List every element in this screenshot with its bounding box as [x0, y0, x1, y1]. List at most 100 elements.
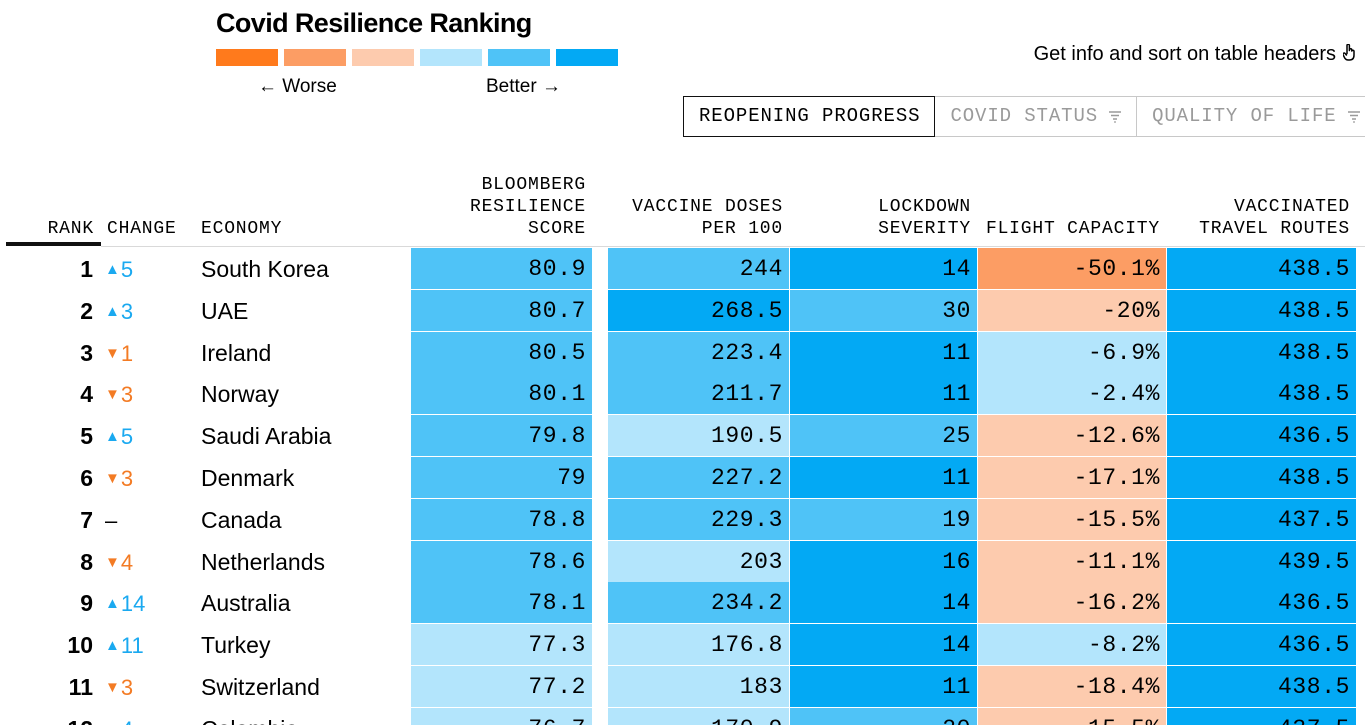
vaccine-doses-cell: 176.8 — [608, 624, 789, 666]
legend-swatch — [488, 49, 550, 66]
rank-cell: 6 — [80, 464, 93, 491]
travel-routes-cell: 438.5 — [1167, 373, 1356, 415]
rank-cell: 9 — [80, 590, 93, 617]
column-header-vaccinated-travel-routes[interactable]: VACCINATED TRAVEL ROUTES — [1199, 197, 1350, 239]
legend-worse-label: ← Worse — [258, 76, 337, 93]
page-title: Covid Resilience Ranking — [216, 8, 532, 38]
view-tabs: REOPENING PROGRESS COVID STATUS QUALITY … — [683, 96, 1365, 137]
travel-routes-cell: 437.5 — [1167, 707, 1356, 725]
rank-cell: 4 — [80, 381, 93, 408]
tab-covid-status[interactable]: COVID STATUS — [935, 96, 1138, 137]
tab-label: QUALITY OF LIFE — [1152, 105, 1337, 127]
economy-cell: Switzerland — [201, 673, 320, 700]
legend-swatch — [556, 49, 618, 66]
sort-indicator — [6, 242, 101, 246]
travel-routes-cell: 436.5 — [1167, 582, 1356, 624]
vaccine-doses-cell: 170.9 — [608, 707, 789, 725]
travel-routes-cell: 438.5 — [1167, 331, 1356, 373]
lockdown-severity-cell: 25 — [790, 415, 977, 457]
column-header-vaccine-doses[interactable]: VACCINE DOSES PER 100 — [632, 197, 783, 239]
flight-capacity-cell: -17.1% — [978, 456, 1166, 498]
lockdown-severity-cell: 16 — [790, 540, 977, 582]
tab-quality-of-life[interactable]: QUALITY OF LIFE — [1137, 96, 1365, 137]
change-cell: ▲14 — [105, 582, 145, 623]
change-cell: ▲4 — [105, 708, 133, 725]
vaccine-doses-cell: 234.2 — [608, 582, 789, 624]
resilience-score-cell: 78.6 — [411, 540, 592, 582]
table-row[interactable]: 9 ▲14 Australia 78.1 234.2 14 -16.2% 436.5 — [0, 582, 1365, 624]
resilience-score-cell: 77.3 — [411, 624, 592, 666]
column-header-change[interactable]: CHANGE — [107, 219, 177, 239]
change-cell: ▼1 — [105, 332, 133, 373]
table-row[interactable]: 5 ▲5 Saudi Arabia 79.8 190.5 25 -12.6% 436.5 — [0, 415, 1365, 457]
change-cell: ▼3 — [105, 666, 133, 707]
economy-cell: Ireland — [201, 339, 272, 366]
triangle-up-icon: ▲ — [105, 428, 120, 446]
triangle-down-icon: ▼ — [105, 386, 120, 404]
economy-cell: Saudi Arabia — [201, 423, 332, 450]
table-row[interactable]: 10 ▲11 Turkey 77.3 176.8 14 -8.2% 436.5 — [0, 624, 1365, 666]
flight-capacity-cell: -15.5% — [978, 498, 1166, 540]
resilience-score-cell: 78.8 — [411, 498, 592, 540]
travel-routes-cell: 438.5 — [1167, 665, 1356, 707]
triangle-up-icon: ▲ — [105, 721, 120, 725]
triangle-down-icon: ▼ — [105, 553, 120, 571]
travel-routes-cell: 436.5 — [1167, 624, 1356, 666]
flight-capacity-cell: -8.2% — [978, 624, 1166, 666]
column-header-lockdown-severity[interactable]: LOCKDOWN SEVERITY — [878, 197, 971, 239]
economy-cell: South Korea — [201, 256, 329, 282]
flight-capacity-cell: -6.9% — [978, 331, 1166, 373]
filter-icon — [1109, 110, 1122, 123]
tab-reopening-progress[interactable]: REOPENING PROGRESS — [683, 96, 936, 137]
change-value: 3 — [120, 465, 134, 491]
rank-cell: 2 — [80, 297, 93, 324]
flight-capacity-cell: -11.1% — [978, 540, 1166, 582]
travel-routes-cell: 437.5 — [1167, 498, 1356, 540]
resilience-score-cell: 77.2 — [411, 665, 592, 707]
filter-icon — [1347, 110, 1360, 123]
change-cell: – — [105, 499, 117, 540]
table-row[interactable]: 7– Canada 78.8 229.3 19 -15.5% 437.5 — [0, 498, 1365, 541]
sort-hint-text: Get info and sort on table headers — [1033, 43, 1336, 65]
pointer-hand-icon — [1342, 43, 1355, 66]
rank-cell: 1 — [80, 256, 93, 282]
travel-routes-cell: 438.5 — [1167, 248, 1356, 289]
table-row[interactable]: 8 ▼4 Netherlands 78.6 203 16 -11.1% 439.5 — [0, 540, 1365, 583]
table-row[interactable]: 4 ▼3 Norway 80.1 211.7 11 -2.4% 438.5 — [0, 373, 1365, 415]
lockdown-severity-cell: 11 — [790, 373, 977, 415]
resilience-score-cell: 76.7 — [411, 707, 592, 725]
lockdown-severity-cell: 14 — [790, 624, 977, 666]
resilience-score-cell: 80.9 — [411, 248, 592, 289]
change-value: 3 — [120, 298, 134, 324]
table-row[interactable]: 3 ▼1 Ireland 80.5 223.4 11 -6.9% 438.5 — [0, 331, 1365, 374]
change-cell: ▲11 — [105, 624, 144, 665]
change-value: 3 — [120, 382, 134, 408]
triangle-up-icon: ▲ — [105, 637, 120, 655]
legend-swatch — [284, 49, 346, 66]
change-cell: ▼3 — [105, 457, 133, 498]
column-header-rank[interactable]: RANK — [47, 219, 94, 239]
table-row[interactable]: 6 ▼3 Denmark 79 227.2 11 -17.1% 438.5 — [0, 456, 1365, 499]
triangle-down-icon: ▼ — [105, 469, 120, 487]
color-legend — [216, 49, 624, 66]
table-row[interactable]: 11 ▼3 Switzerland 77.2 183 11 -18.4% 438.5 — [0, 665, 1365, 708]
column-header-economy[interactable]: ECONOMY — [201, 219, 283, 239]
change-cell: ▲5 — [105, 248, 133, 289]
lockdown-severity-cell: 11 — [790, 665, 977, 707]
lockdown-severity-cell: 11 — [790, 456, 977, 498]
tab-label: REOPENING PROGRESS — [699, 105, 921, 127]
lockdown-severity-cell: 14 — [790, 582, 977, 624]
vaccine-doses-cell: 229.3 — [608, 498, 789, 540]
triangle-up-icon: ▲ — [105, 302, 120, 320]
change-cell: ▼3 — [105, 373, 133, 414]
triangle-up-icon: ▲ — [105, 261, 120, 278]
economy-cell: Norway — [201, 381, 279, 408]
table-row[interactable]: 12 ▲4 Colombia 76.7 170.920-15.5%437.5 — [0, 707, 1365, 725]
column-header-flight-capacity[interactable]: FLIGHT CAPACITY — [985, 219, 1160, 239]
change-value: 3 — [120, 674, 134, 700]
table-body: 1 ▲5 South Korea 80.9 244 14 -50.1% 438.5 2 ▲3 UAE… — [0, 248, 1365, 725]
column-header-resilience-score[interactable]: BLOOMBERG RESILIENCE SCORE — [469, 175, 586, 239]
table-row[interactable]: 2 ▲3 UAE 80.7 268.5 30 -20% 438.5 — [0, 289, 1365, 332]
travel-routes-cell: 438.5 — [1167, 289, 1356, 331]
table-row[interactable]: 1 ▲5 South Korea 80.9 244 14 -50.1% 438.5 — [0, 248, 1365, 290]
